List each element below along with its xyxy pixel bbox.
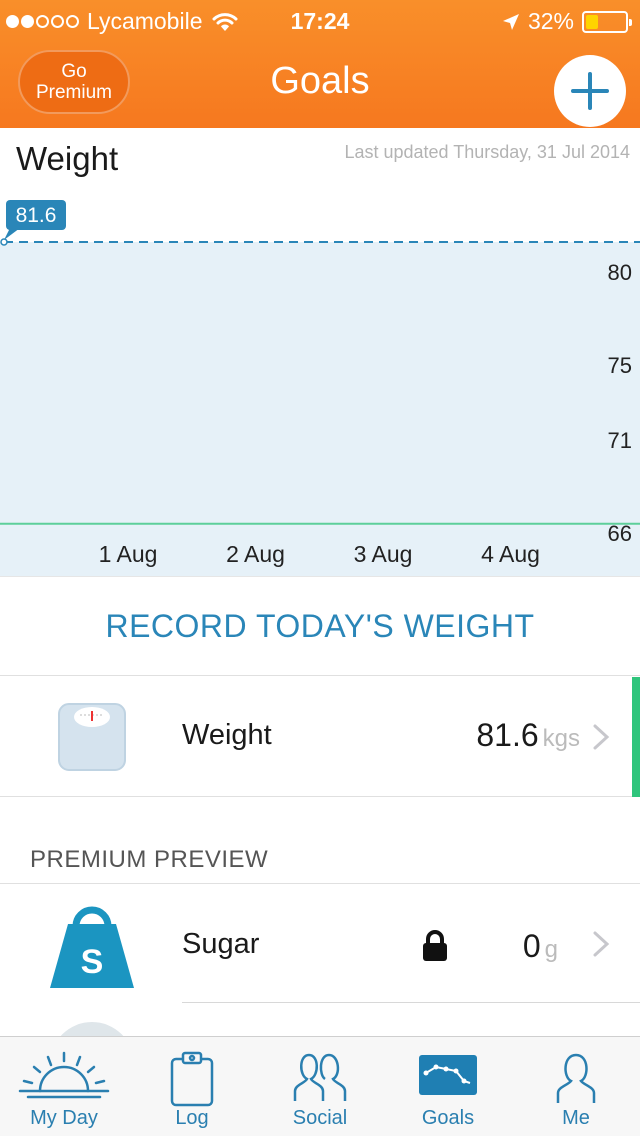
- goal-progress-accent: [632, 677, 640, 797]
- go-premium-button[interactable]: Go Premium: [18, 50, 130, 114]
- chart-icon: [419, 1055, 477, 1095]
- plus-icon: [571, 72, 609, 110]
- tab-log[interactable]: Log: [128, 1037, 256, 1136]
- clipboard-icon: [170, 1051, 214, 1107]
- current-weight-label: 81.6: [16, 204, 57, 227]
- battery-level: [586, 14, 599, 29]
- record-weight-button[interactable]: RECORD TODAY'S WEIGHT: [0, 576, 640, 676]
- tab-bar: My Day Log Social Goals: [0, 1036, 640, 1136]
- current-label-pointer: [4, 228, 20, 240]
- tab-goals[interactable]: Goals: [384, 1037, 512, 1136]
- header: Lycamobile 17:24 32% Go Premium Goals: [0, 0, 640, 128]
- tab-label: Log: [175, 1107, 209, 1129]
- weight-unit: kgs: [542, 725, 580, 752]
- x-tick-label: 3 Aug: [354, 541, 413, 567]
- signal-icon: [6, 15, 79, 28]
- wifi-icon: [212, 12, 238, 31]
- location-arrow-icon: [502, 13, 519, 30]
- chart-area-fill: [0, 242, 640, 576]
- x-tick-label: 4 Aug: [481, 541, 540, 567]
- battery-percent: 32%: [527, 8, 574, 34]
- lock-icon: [423, 930, 447, 961]
- sugar-label: Sugar: [182, 928, 260, 960]
- tab-label: My Day: [30, 1107, 98, 1129]
- weight-goal-row[interactable]: Weight 81.6 kgs: [0, 677, 640, 797]
- sugar-unit: g: [544, 936, 558, 963]
- add-goal-button[interactable]: [554, 55, 626, 127]
- tab-my-day[interactable]: My Day: [0, 1037, 128, 1136]
- status-time: 17:24: [290, 8, 350, 34]
- tab-label: Me: [562, 1107, 590, 1129]
- premium-preview-header: PREMIUM PREVIEW: [30, 846, 269, 873]
- weight-value-group: 81.6 kgs: [476, 717, 580, 754]
- weight-chart-svg: 81.6 80 75 71 66 1 Aug 2 Aug 3 Aug 4 Aug: [0, 200, 640, 576]
- y-tick-label: 80: [608, 260, 632, 285]
- sugar-value: 0: [522, 928, 541, 964]
- tab-label: Social: [292, 1107, 348, 1129]
- weight-label: Weight: [182, 719, 272, 751]
- last-updated-text: Last updated Thursday, 31 Jul 2014: [344, 142, 630, 162]
- y-tick-label: 66: [608, 521, 632, 546]
- divider: [182, 1002, 640, 1003]
- sugar-weight-icon: S: [50, 906, 134, 988]
- current-label-bubble: [6, 200, 66, 230]
- chevron-right-icon: [593, 724, 610, 750]
- status-right: 32%: [502, 8, 632, 35]
- x-tick-label: 1 Aug: [99, 541, 158, 567]
- scale-icon: [58, 703, 126, 771]
- sunrise-icon: [18, 1051, 110, 1099]
- x-tick-label: 2 Aug: [226, 541, 285, 567]
- page-title: Goals: [270, 60, 370, 102]
- people-icon: [293, 1053, 347, 1101]
- weight-chart[interactable]: 81.6 80 75 71 66 1 Aug 2 Aug 3 Aug 4 Aug: [0, 196, 640, 576]
- premium-label-line1: Go: [61, 61, 87, 82]
- tab-social[interactable]: Social: [256, 1037, 384, 1136]
- person-icon: [556, 1053, 596, 1103]
- y-tick-label: 71: [608, 428, 632, 453]
- premium-label-line2: Premium: [35, 82, 112, 103]
- sugar-badge-letter: S: [81, 943, 104, 981]
- divider: [0, 883, 640, 884]
- tab-label: Goals: [421, 1107, 475, 1129]
- battery-icon: [582, 10, 632, 33]
- status-left: Lycamobile: [6, 8, 238, 35]
- status-bar: Lycamobile 17:24 32%: [0, 0, 640, 40]
- chart-title: Weight: [16, 140, 119, 177]
- tab-me[interactable]: Me: [512, 1037, 640, 1136]
- chevron-right-icon: [593, 931, 610, 957]
- current-weight-point: [0, 238, 8, 246]
- carrier-name: Lycamobile: [87, 8, 203, 34]
- y-tick-label: 75: [608, 353, 632, 378]
- weight-value: 81.6: [476, 717, 539, 753]
